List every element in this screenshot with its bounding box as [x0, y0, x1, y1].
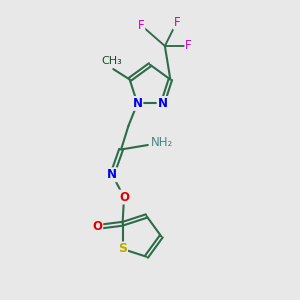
Text: F: F [138, 19, 144, 32]
Text: F: F [185, 40, 192, 52]
Text: N: N [132, 97, 142, 110]
Text: S: S [118, 242, 127, 255]
Text: CH₃: CH₃ [101, 56, 122, 65]
Text: O: O [92, 220, 102, 233]
Text: F: F [173, 16, 180, 29]
Text: N: N [158, 97, 168, 110]
Text: O: O [119, 190, 129, 203]
Text: NH₂: NH₂ [151, 136, 173, 148]
Text: N: N [107, 168, 117, 181]
